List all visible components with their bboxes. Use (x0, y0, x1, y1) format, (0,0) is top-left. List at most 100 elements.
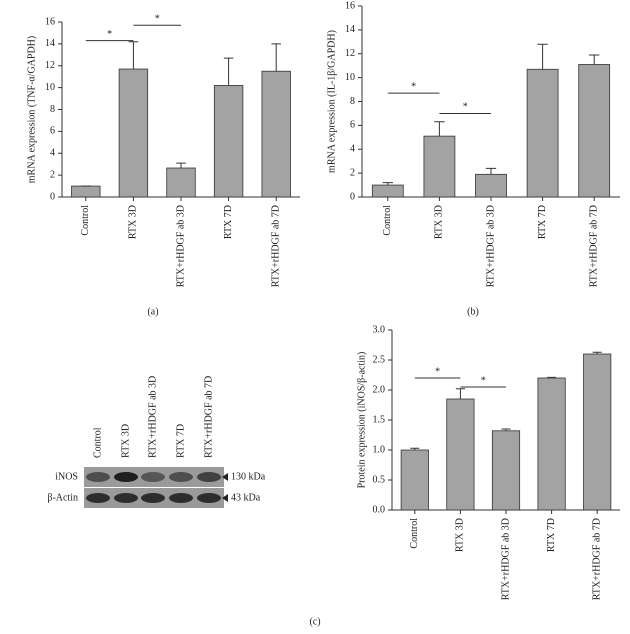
error-bar (176, 162, 186, 169)
bar (526, 68, 559, 198)
bar (578, 64, 611, 198)
y-tick-label: 0.5 (373, 474, 386, 485)
x-tick-label: RTX+rHDGF ab 3D (485, 205, 496, 287)
y-tick-label: 14 (345, 24, 355, 35)
significance-mark: * (107, 29, 112, 40)
significance-mark: * (155, 14, 160, 25)
blot-band (86, 493, 110, 503)
panel-label: (b) (467, 306, 479, 317)
row-label: iNOS (55, 471, 78, 482)
bar (583, 353, 612, 511)
x-tick-label: RTX 7D (223, 205, 234, 239)
x-tick-label: RTX 3D (434, 205, 445, 239)
blot-band (141, 493, 165, 503)
y-tick-label: 2 (50, 169, 55, 180)
error-bar (501, 428, 511, 431)
error-bar (455, 388, 465, 399)
y-tick-label: 2 (350, 167, 355, 178)
significance-mark: * (481, 375, 486, 386)
size-label: 130 kDa (231, 471, 266, 482)
blot-band (197, 472, 221, 482)
error-bar (410, 447, 420, 450)
bar (400, 449, 429, 511)
bar (213, 85, 244, 198)
y-axis-label: mRNA expression (IL-1β/GAPDH) (326, 30, 337, 173)
y-tick-label: 6 (350, 120, 355, 131)
panel-label: (c) (309, 616, 320, 627)
bar (166, 167, 196, 198)
y-tick-label: 4 (350, 144, 355, 155)
blot-band (86, 472, 110, 482)
bar (446, 398, 475, 511)
blot-band (114, 472, 138, 482)
y-tick-label: 14 (45, 38, 55, 49)
row-label: β-Actin (47, 492, 78, 503)
y-tick-label: 16 (45, 16, 55, 27)
error-bar (382, 182, 393, 186)
arrow (222, 473, 228, 481)
y-tick-label: 12 (45, 60, 55, 71)
y-tick-label: 3.0 (373, 324, 386, 335)
significance-mark: * (435, 366, 440, 377)
lane-label: RTX 7D (175, 424, 186, 458)
y-axis-label: Protein expression (iNOS/β-actin) (356, 352, 367, 489)
significance-mark: * (463, 102, 468, 113)
lane-label: RTX+rHDGF ab 7D (203, 376, 214, 458)
y-tick-label: 0.0 (373, 504, 386, 515)
bar (261, 70, 291, 198)
y-tick-label: 4 (50, 148, 55, 159)
y-tick-label: 10 (45, 82, 55, 93)
x-tick-label: RTX+rHDGF ab 3D (175, 205, 186, 287)
panel-label: (a) (147, 306, 158, 317)
error-bar (271, 43, 281, 72)
bar (537, 377, 566, 511)
blot-band (197, 493, 221, 503)
y-tick-label: 1.5 (373, 414, 386, 425)
y-tick-label: 2.0 (373, 384, 386, 395)
x-tick-label: RTX 7D (537, 205, 548, 239)
blot-band (169, 472, 193, 482)
error-bar (223, 57, 234, 86)
lane-label: RTX 3D (120, 424, 131, 458)
y-tick-label: 6 (50, 126, 55, 137)
bar (475, 173, 507, 198)
y-tick-label: 0 (50, 191, 55, 202)
error-bar (547, 376, 557, 378)
x-tick-label: RTX+rHDGF ab 7D (588, 205, 599, 287)
arrow (222, 494, 228, 502)
bar (71, 185, 101, 198)
x-tick-label: Control (409, 518, 420, 549)
blot-band (114, 493, 138, 503)
y-tick-label: 0 (350, 191, 355, 202)
bar (491, 430, 521, 511)
x-tick-label: Control (382, 205, 393, 236)
blot-band (169, 493, 193, 503)
x-tick-label: Control (80, 205, 91, 236)
bar (118, 68, 149, 198)
error-bar (434, 121, 445, 137)
significance-mark: * (411, 81, 416, 92)
y-tick-label: 10 (345, 72, 355, 83)
x-tick-label: RTX+rHDGF ab 7D (591, 518, 602, 600)
error-bar (537, 43, 548, 70)
lane-label: RTX+rHDGF ab 3D (147, 376, 158, 458)
error-bar (485, 167, 497, 175)
blot-band (141, 472, 165, 482)
y-tick-label: 8 (50, 104, 55, 115)
x-tick-label: RTX 3D (455, 518, 466, 552)
size-label: 43 kDa (231, 492, 261, 503)
x-tick-label: RTX+rHDGF ab 3D (500, 518, 511, 600)
error-bar (592, 351, 602, 354)
error-bar (128, 41, 139, 70)
bar (423, 135, 456, 198)
x-tick-label: RTX 7D (546, 518, 557, 552)
error-bar (589, 54, 600, 65)
x-tick-label: RTX+rHDGF ab 7D (270, 205, 281, 287)
y-tick-label: 12 (345, 48, 355, 59)
bar (371, 184, 404, 198)
y-axis-label: mRNA expression (TNF-α/GAPDH) (26, 36, 37, 183)
y-tick-label: 16 (345, 0, 355, 11)
lane-label: Control (92, 427, 103, 458)
x-tick-label: RTX 3D (128, 205, 139, 239)
